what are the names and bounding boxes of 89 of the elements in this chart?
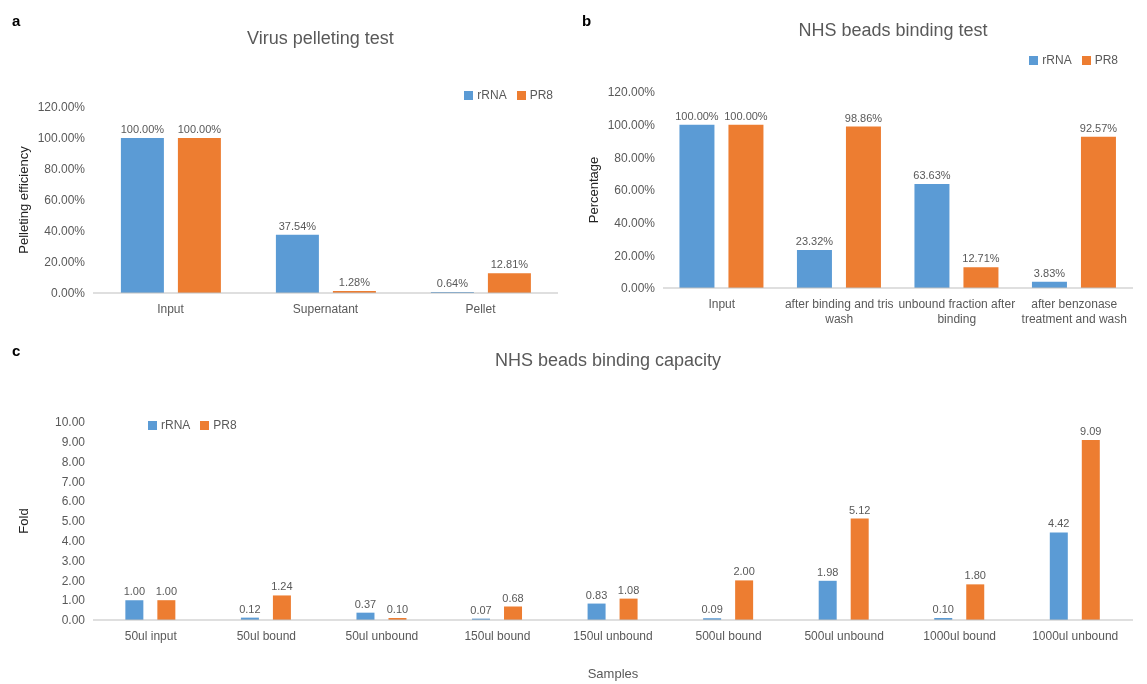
data-label: 100.00% (675, 109, 719, 122)
data-label: 98.86% (844, 111, 883, 124)
x-tick-label: after binding and tris wash (784, 297, 894, 326)
y-tick-label: 100.00% (37, 131, 86, 146)
y-tick-label: 2.00 (61, 573, 86, 588)
y-axis-title: Pelleting efficiency (15, 145, 31, 254)
data-label: 23.32% (795, 234, 834, 247)
x-tick-label: 500ul unbound (804, 629, 884, 643)
y-tick-label: 60.00% (44, 193, 86, 208)
x-tick-label: Input (708, 297, 736, 311)
x-tick-label: after benzonase treatment and wash (1021, 297, 1127, 326)
data-label: 100.00% (177, 123, 222, 135)
data-label: 92.57% (1079, 121, 1118, 134)
data-label: 4.42 (1048, 517, 1070, 530)
y-axis-title: Fold (15, 508, 31, 534)
data-label: 1.28% (338, 276, 371, 289)
data-label: 0.83 (585, 588, 608, 601)
x-tick-label: 150ul unbound (573, 629, 653, 643)
text: c (12, 342, 21, 359)
x-tick-label: 1000ul bound (923, 629, 997, 643)
chart-title: NHS beads binding test (798, 20, 988, 40)
data-label: 0.37 (354, 597, 377, 610)
data-label: 0.09 (701, 603, 723, 616)
x-tick-label: 50ul bound (236, 629, 297, 643)
y-tick-label: 20.00% (614, 248, 656, 263)
y-tick-label: 6.00 (61, 494, 86, 509)
y-tick-label: 60.00% (614, 183, 656, 198)
data-label: 37.54% (278, 219, 317, 232)
text: a (12, 12, 21, 29)
x-tick-label: Supernatant (292, 302, 359, 316)
data-label: 0.64% (436, 277, 469, 290)
data-label: 0.10 (386, 603, 409, 616)
data-label: 9.09 (1080, 425, 1102, 438)
legend-label: PR8 (1094, 53, 1118, 67)
data-label: 12.81% (490, 258, 529, 271)
y-tick-label: 3.00 (61, 553, 86, 568)
data-label: 0.68 (502, 591, 524, 604)
x-axis-title: Samples (587, 666, 639, 681)
data-label: 2.00 (733, 565, 755, 578)
legend-label: rRNA (1042, 53, 1072, 67)
y-tick-label: 0.00 (61, 613, 86, 628)
x-tick-label: 50ul input (124, 629, 178, 643)
y-tick-label: 120.00% (607, 85, 656, 100)
x-tick-label: Pellet (465, 302, 497, 316)
y-tick-label: 8.00 (61, 454, 86, 469)
y-tick-label: 80.00% (44, 162, 86, 177)
data-label: 100.00% (120, 123, 165, 135)
x-tick-label: 1000ul unbound (1032, 629, 1119, 643)
y-tick-label: 5.00 (61, 514, 86, 529)
text: b (582, 12, 592, 29)
chart-title: Virus pelleting test (247, 27, 394, 48)
y-tick-label: 4.00 (61, 534, 86, 549)
x-tick-label: Input (157, 302, 185, 316)
y-tick-label: 80.00% (614, 150, 656, 165)
data-label: 0.10 (932, 603, 954, 616)
y-tick-label: 100.00% (607, 117, 656, 132)
y-tick-label: 9.00 (61, 435, 86, 450)
data-label: 12.71% (962, 252, 1000, 265)
data-label: 1.00 (123, 585, 146, 598)
x-tick-label: 150ul bound (464, 629, 531, 643)
data-label: 1.00 (155, 585, 178, 598)
legend-label: rRNA (477, 88, 507, 102)
data-label: 100.00% (724, 109, 768, 122)
data-label: 1.24 (271, 580, 293, 593)
y-tick-label: 10.00 (54, 415, 86, 430)
x-tick-label: 500ul bound (695, 629, 762, 643)
y-tick-label: 7.00 (61, 474, 86, 489)
y-tick-label: 1.00 (61, 593, 86, 608)
data-label: 0.07 (470, 603, 492, 616)
y-tick-label: 0.00% (50, 286, 86, 301)
y-tick-label: 120.00% (37, 100, 86, 115)
data-label: 1.80 (964, 569, 986, 582)
legend-label: PR8 (213, 418, 237, 432)
y-tick-label: 20.00% (44, 255, 86, 270)
legend-label: rRNA (161, 418, 191, 432)
data-label: 63.63% (913, 169, 951, 182)
y-tick-label: 40.00% (614, 215, 656, 230)
y-tick-label: 0.00% (620, 281, 656, 296)
y-axis-title: Percentage (585, 156, 601, 224)
data-label: 0.12 (239, 602, 261, 615)
x-tick-label: 50ul unbound (345, 629, 419, 643)
data-label: 5.12 (848, 503, 871, 516)
legend-label: PR8 (529, 88, 553, 102)
y-tick-label: 40.00% (44, 224, 86, 239)
x-tick-label: unbound fraction after binding (898, 297, 1016, 326)
data-label: 1.98 (816, 565, 839, 578)
data-label: 1.08 (617, 583, 640, 596)
data-label: 3.83% (1033, 266, 1066, 279)
chart-title: NHS beads binding capacity (494, 350, 722, 370)
